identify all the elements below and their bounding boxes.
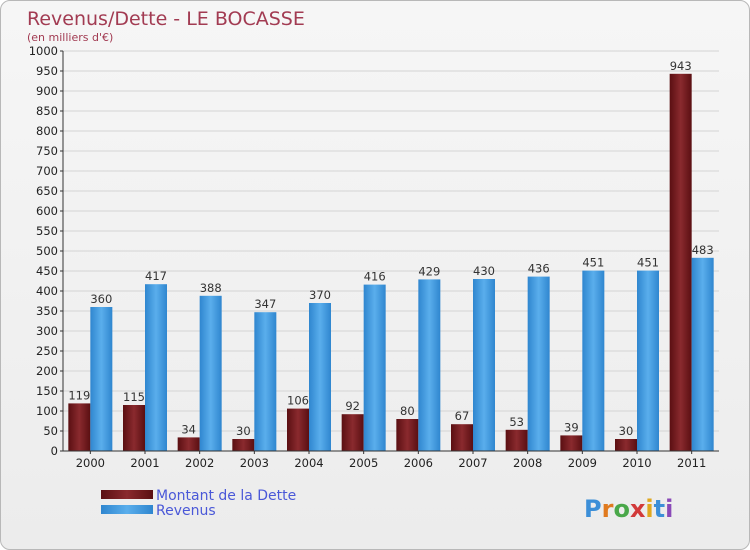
y-tick-label: 0	[51, 444, 58, 458]
value-label-dette: 30	[619, 424, 634, 438]
bar-dette	[232, 439, 255, 451]
proxiti-logo: Proxiti	[584, 495, 673, 523]
value-label-dette: 67	[455, 409, 470, 423]
value-label-dette: 30	[236, 424, 251, 438]
value-label-dette: 34	[181, 422, 196, 436]
bar-revenus	[637, 270, 659, 451]
bar-dette	[451, 424, 473, 451]
bar-dette	[287, 408, 309, 451]
bar-revenus	[582, 270, 605, 451]
value-label-revenus: 451	[582, 256, 604, 270]
value-label-revenus: 347	[254, 297, 276, 311]
bar-dette	[396, 419, 419, 451]
x-tick-label: 2011	[677, 456, 706, 470]
y-tick-label: 400	[36, 284, 58, 298]
x-tick-label: 2010	[622, 456, 651, 470]
y-tick-label: 600	[36, 204, 58, 218]
value-label-dette: 119	[68, 388, 90, 402]
legend-swatch-dette	[101, 490, 153, 499]
value-label-revenus: 417	[145, 269, 167, 283]
legend-label-dette: Montant de la Dette	[156, 488, 296, 504]
x-tick-label: 2002	[185, 456, 214, 470]
y-tick-label: 750	[36, 144, 58, 158]
x-axis-ticks: 2000 2001 2002 2003 2004 2005 2006 2007 2008 2009…	[76, 451, 706, 470]
bar-revenus	[199, 295, 222, 451]
y-tick-label: 300	[36, 324, 58, 338]
y-tick-label: 800	[36, 124, 58, 138]
y-tick-label: 500	[36, 244, 58, 258]
y-tick-label: 700	[36, 164, 58, 178]
bar-revenus	[254, 312, 277, 451]
bar-revenus	[309, 303, 331, 451]
axes	[62, 51, 719, 452]
y-tick-label: 1000	[29, 44, 58, 58]
grid-lines	[63, 50, 719, 432]
bars	[68, 73, 714, 452]
value-label-dette: 106	[287, 394, 309, 408]
value-label-revenus: 430	[473, 264, 495, 278]
bar-revenus	[527, 276, 550, 451]
value-label-revenus: 388	[200, 281, 222, 295]
logo-text: Proxiti	[584, 495, 673, 523]
value-label-revenus: 451	[637, 256, 659, 270]
value-label-revenus: 429	[418, 264, 440, 278]
x-tick-label: 2009	[568, 456, 597, 470]
x-tick-label: 2000	[76, 456, 105, 470]
bar-revenus	[691, 257, 714, 451]
y-tick-label: 350	[36, 304, 58, 318]
bar-dette	[177, 437, 200, 451]
value-label-revenus: 416	[364, 270, 386, 284]
bar-dette	[669, 73, 692, 452]
bar-dette	[560, 435, 583, 451]
value-label-revenus: 370	[309, 288, 331, 302]
x-tick-label: 2007	[458, 456, 487, 470]
y-axis-ticks: 0 50 100 150 200 250 300 350 400 450 500 550 600 650 7…	[29, 44, 63, 458]
x-tick-label: 2006	[404, 456, 433, 470]
value-label-dette: 39	[564, 420, 579, 434]
y-tick-label: 850	[36, 104, 58, 118]
value-label-dette: 943	[670, 59, 692, 73]
bar-dette	[505, 429, 528, 451]
x-tick-label: 2008	[513, 456, 542, 470]
y-tick-label: 50	[43, 424, 58, 438]
bar-dette	[341, 414, 364, 451]
bar-revenus	[90, 307, 113, 451]
bar-revenus	[418, 279, 441, 451]
x-tick-label: 2001	[130, 456, 159, 470]
bar-dette	[615, 439, 637, 451]
value-label-revenus: 483	[692, 243, 714, 257]
y-tick-label: 100	[36, 404, 58, 418]
x-tick-label: 2005	[349, 456, 378, 470]
bar-revenus	[473, 279, 495, 451]
y-tick-label: 200	[36, 364, 58, 378]
y-tick-label: 650	[36, 184, 58, 198]
y-tick-label: 450	[36, 264, 58, 278]
bar-revenus	[363, 284, 386, 451]
y-tick-label: 250	[36, 344, 58, 358]
chart-subtitle: (en milliers d'€)	[27, 31, 113, 44]
value-label-dette: 53	[509, 415, 524, 429]
value-label-dette: 92	[345, 399, 360, 413]
legend-label-revenus: Revenus	[156, 503, 216, 519]
y-tick-label: 900	[36, 84, 58, 98]
value-label-dette: 80	[400, 404, 415, 418]
y-tick-label: 550	[36, 224, 58, 238]
x-tick-label: 2004	[294, 456, 323, 470]
bar-revenus	[145, 284, 167, 451]
value-label-revenus: 436	[528, 262, 550, 276]
bar-dette	[123, 405, 145, 451]
value-label-revenus: 360	[90, 292, 112, 306]
y-tick-label: 150	[36, 384, 58, 398]
value-label-dette: 115	[123, 390, 145, 404]
x-tick-label: 2003	[240, 456, 269, 470]
y-tick-label: 950	[36, 64, 58, 78]
legend-swatch-revenus	[101, 505, 153, 514]
legend: Montant de la Dette Revenus	[101, 488, 296, 519]
value-labels: 119 360 115 417 34 388 30 347 106 370 92 416 80 429 67…	[68, 59, 713, 438]
chart-title: Revenus/Dette - LE BOCASSE	[27, 8, 305, 30]
bar-dette	[68, 403, 91, 451]
